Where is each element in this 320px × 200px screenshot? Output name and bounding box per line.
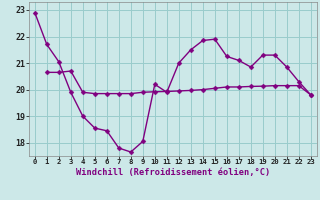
X-axis label: Windchill (Refroidissement éolien,°C): Windchill (Refroidissement éolien,°C) <box>76 168 270 177</box>
